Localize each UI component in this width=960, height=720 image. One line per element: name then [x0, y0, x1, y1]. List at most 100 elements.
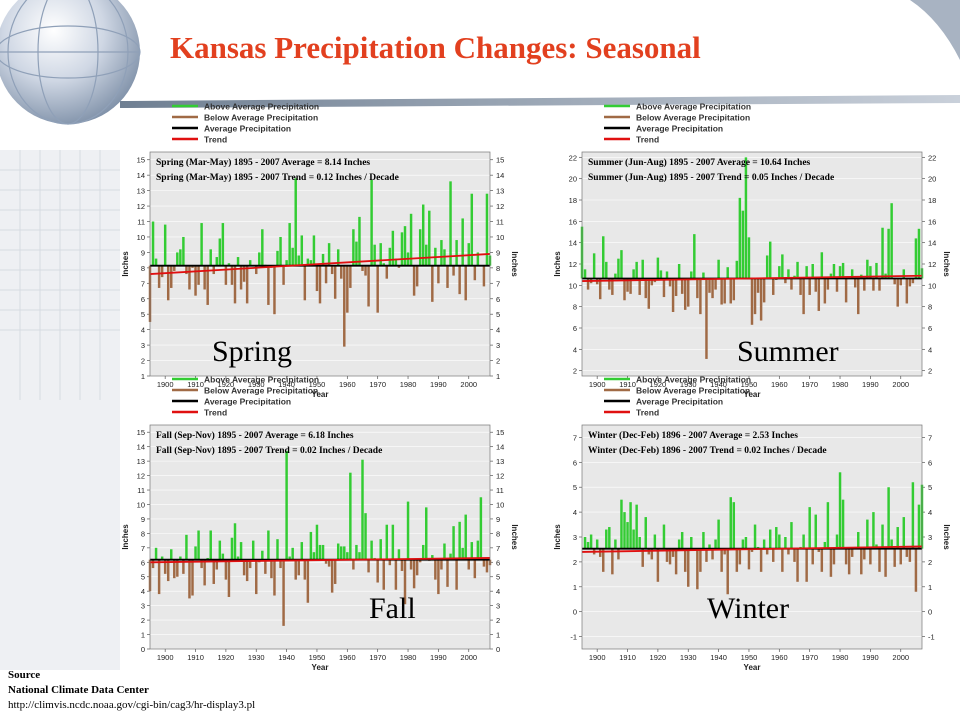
bar-below-average	[239, 265, 243, 290]
bar-below-average	[756, 278, 760, 293]
y-tick-label: 12	[569, 260, 577, 269]
legend-label: Below Average Precipitation	[204, 386, 318, 396]
bar-above-average	[872, 512, 875, 549]
average-note: Winter (Dec-Feb) 1896 - 2007 Average = 2…	[588, 430, 798, 441]
bar-above-average	[358, 216, 361, 266]
y-tick-label-right: 12	[928, 260, 936, 269]
bar-above-average	[902, 269, 906, 279]
x-tick-label: 1970	[801, 653, 818, 662]
bar-above-average	[418, 229, 422, 266]
bar-above-average	[364, 513, 367, 560]
bar-above-average	[741, 210, 745, 279]
x-axis-label: Year	[744, 663, 761, 670]
bar-below-average	[699, 278, 702, 315]
bar-above-average	[218, 540, 222, 560]
bar-below-average	[203, 265, 206, 290]
bar-below-average	[899, 278, 902, 286]
y-tick-label-right: 10	[496, 500, 504, 509]
bar-below-average	[166, 265, 170, 301]
bar-below-average	[844, 548, 848, 565]
bar-below-average	[434, 559, 437, 580]
y-tick-label: 2	[573, 367, 577, 376]
bar-below-average	[200, 559, 203, 569]
y-tick-label-right: 14	[928, 239, 936, 248]
y-tick-label: 4	[573, 508, 577, 517]
x-tick-label: 1930	[680, 380, 697, 389]
bar-below-average	[194, 265, 197, 296]
bar-above-average	[790, 522, 793, 549]
bar-above-average	[382, 263, 385, 266]
bar-below-average	[705, 548, 708, 562]
x-tick-label: 1900	[157, 653, 174, 662]
bar-below-average	[482, 265, 486, 287]
bar-below-average	[297, 559, 300, 576]
bar-below-average	[799, 278, 802, 295]
y-tick-label: 1	[573, 583, 577, 592]
bar-above-average	[185, 534, 188, 560]
bar-above-average	[802, 534, 805, 549]
bar-above-average	[680, 532, 684, 549]
average-note: Spring (Mar-May) 1895 - 2007 Average = 8…	[156, 157, 370, 168]
bar-below-average	[647, 278, 651, 309]
globe-graphic-lines	[0, 0, 141, 125]
bar-below-average	[458, 265, 461, 295]
average-note: Summer (Jun-Aug) 1895 - 2007 Average = 1…	[588, 157, 811, 168]
bar-below-average	[671, 278, 675, 312]
bar-below-average	[157, 265, 161, 288]
bar-above-average	[485, 193, 489, 266]
bar-below-average	[598, 548, 602, 557]
bar-above-average	[236, 556, 240, 560]
bar-above-average	[379, 539, 382, 560]
bar-below-average	[611, 278, 614, 295]
bar-below-average	[485, 559, 489, 573]
bar-above-average	[215, 257, 219, 266]
bar-above-average	[744, 537, 748, 549]
bar-below-average	[711, 278, 714, 299]
y-tick-label: 13	[137, 457, 145, 466]
y-tick-label: 22	[569, 153, 577, 162]
bar-below-average	[832, 548, 836, 565]
y-axis-label: Inches	[553, 524, 562, 550]
bar-above-average	[768, 529, 772, 549]
y-tick-label: 10	[137, 500, 145, 509]
x-tick-label: 1980	[832, 380, 849, 389]
bar-above-average	[814, 514, 817, 549]
bar-below-average	[617, 548, 620, 560]
y-tick-label-right: 6	[496, 558, 500, 567]
y-tick-label: 0	[573, 608, 577, 617]
bar-below-average	[397, 265, 401, 268]
bar-above-average	[251, 540, 255, 560]
bar-below-average	[206, 265, 209, 305]
x-tick-label: 2000	[460, 380, 477, 389]
bar-above-average	[200, 223, 203, 266]
bar-below-average	[878, 548, 881, 572]
y-axis-label-right: Inches	[510, 251, 519, 277]
y-tick-label-right: 4	[496, 326, 500, 335]
x-tick-label: 1970	[369, 380, 386, 389]
bar-below-average	[884, 548, 887, 577]
bar-above-average	[346, 552, 349, 560]
bar-above-average	[370, 540, 373, 560]
x-tick-label: 1950	[309, 653, 326, 662]
bar-above-average	[267, 530, 270, 560]
bar-above-average	[614, 273, 617, 279]
bar-above-average	[690, 537, 693, 549]
bar-below-average	[151, 559, 155, 569]
bar-above-average	[635, 261, 638, 279]
bar-above-average	[690, 271, 693, 279]
y-tick-label-right: 8	[496, 264, 500, 273]
bar-above-average	[762, 539, 766, 549]
plot-frame	[581, 424, 923, 650]
y-tick-label: 10	[137, 233, 145, 242]
bar-below-average	[893, 278, 896, 285]
bar-below-average	[394, 559, 398, 590]
bar-below-average	[324, 559, 328, 564]
bar-below-average	[847, 548, 851, 575]
bar-above-average	[479, 497, 483, 560]
bar-below-average	[197, 265, 200, 285]
bar-above-average	[221, 553, 225, 560]
trend-note: Summer (Jun-Aug) 1895 - 2007 Trend = 0.0…	[588, 172, 834, 183]
y-tick-label: 0	[141, 645, 145, 654]
bar-below-average	[166, 559, 170, 582]
bar-above-average	[857, 532, 860, 549]
